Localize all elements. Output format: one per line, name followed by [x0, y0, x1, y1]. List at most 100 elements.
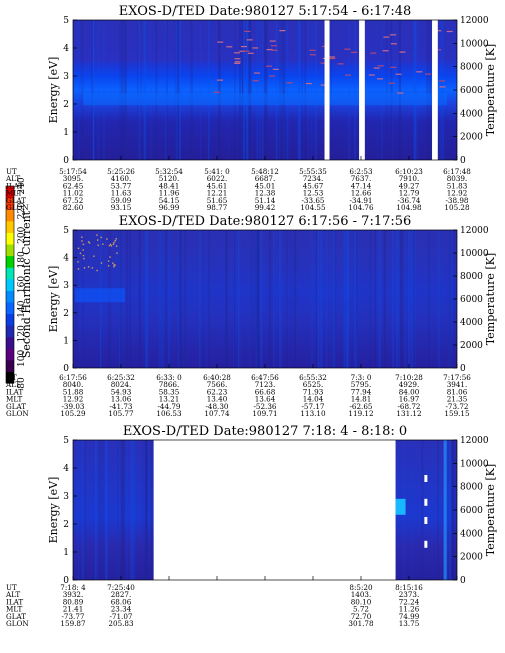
- spectrogram-speck: [252, 80, 259, 82]
- spectrogram-streak: [138, 230, 141, 368]
- spectrogram-speck: [246, 39, 253, 41]
- spectrogram-streak: [102, 20, 106, 160]
- spectrogram-streak: [119, 20, 121, 160]
- spectrogram-speck: [286, 82, 293, 84]
- spectrogram-streak: [75, 440, 77, 580]
- colorbar-tick-label: 120: [17, 325, 27, 342]
- spectrogram-streak: [137, 20, 139, 160]
- panel-title: EXOS-D/TED Date:980127 7:18: 4 - 8:18: 0: [123, 424, 407, 439]
- spectrogram-speck: [240, 45, 247, 48]
- spectrogram-streak: [426, 20, 429, 160]
- y2-tick-label: 0: [460, 364, 466, 374]
- spectrogram-streak: [334, 230, 337, 368]
- y-tick-label: 5: [63, 226, 69, 236]
- spectrogram-streak: [242, 20, 243, 160]
- ephemeris-row-label: UT: [6, 373, 17, 382]
- ephemeris-row-label: GLON: [6, 619, 29, 628]
- spectrogram-speck: [329, 57, 336, 60]
- ephemeris-value: 84.00: [399, 387, 420, 396]
- spectrogram-speck: [383, 36, 390, 38]
- y-tick-label: 2: [63, 520, 69, 530]
- ephemeris-value: 6:55:32: [299, 373, 327, 382]
- ephemeris-value: 5:32:54: [155, 167, 183, 176]
- ephemeris-value: 5:48:12: [251, 167, 279, 176]
- colorbar: 80 100 120 140 160 180 200 220 240 Second Harmoni…: [5, 177, 33, 389]
- colorbar-swatch: [6, 301, 14, 315]
- ephemeris-value: 62.23: [207, 387, 228, 396]
- ephemeris-value: 7:25:40: [107, 583, 135, 592]
- spectrogram-streak: [126, 230, 129, 368]
- spectrogram-streak: [260, 230, 263, 368]
- ephemeris-value: 16.97: [399, 395, 420, 404]
- spectrogram-streak: [120, 440, 124, 580]
- spectrogram-streak: [145, 230, 149, 368]
- panel-title: EXOS-D/TED Date:980127 6:17:56 - 7:17:56: [119, 214, 412, 229]
- spectrogram-streak: [348, 20, 351, 160]
- y2-tick-label: 6000: [460, 506, 483, 516]
- spectrogram-streak: [442, 20, 445, 160]
- spectrogram-streak: [82, 20, 84, 160]
- spectrogram-speck: [110, 245, 113, 247]
- y-axis-label: Energy [eV]: [47, 266, 60, 333]
- spectrogram-speck: [100, 236, 102, 239]
- spectrogram-panel-2: EXOS-D/TED Date:980127 6:17:56 - 7:17:56…: [5, 214, 497, 418]
- ephemeris-value: 8039.: [447, 174, 468, 183]
- spectrogram-streak: [442, 440, 444, 580]
- ephemeris-value: 7866.: [159, 380, 180, 389]
- spectrogram-streak: [239, 20, 242, 160]
- y2-tick-label: 10000: [460, 249, 489, 259]
- spectrogram-speck: [114, 240, 117, 242]
- spectrogram-streak: [149, 20, 152, 160]
- ephemeris-value: 82.60: [63, 203, 84, 212]
- spectrogram-streak: [275, 20, 278, 160]
- ephemeris-value: 8:5:20: [349, 583, 373, 592]
- ephemeris-value: 159.87: [60, 619, 86, 628]
- spectrogram-streak: [355, 230, 358, 368]
- spectrogram-streak: [317, 230, 320, 368]
- ephemeris-value: 8040.: [63, 380, 84, 389]
- ephemeris-value: -68.72: [397, 402, 420, 411]
- spectrogram-streak: [248, 20, 251, 160]
- spectrogram-streak: [105, 440, 108, 580]
- ephemeris-value: 5:25:26: [107, 167, 135, 176]
- spectrogram-speck: [226, 46, 233, 48]
- spectrogram-streak: [160, 230, 163, 368]
- spectrogram-speck: [83, 267, 86, 269]
- ephemeris-value: 14.04: [303, 395, 324, 404]
- spectrogram-streak: [270, 230, 273, 368]
- spectrogram-streak: [437, 440, 439, 580]
- ephemeris-value: 3932.: [63, 590, 84, 599]
- spectrogram-streak: [105, 440, 108, 580]
- spectrogram-streak: [125, 230, 127, 368]
- ephemeris-value: -41.73: [109, 402, 132, 411]
- spectrogram-speck: [424, 73, 431, 75]
- y-tick-label: 3: [63, 72, 69, 82]
- spectrogram-streak: [254, 230, 256, 368]
- y2-tick-label: 12000: [460, 436, 489, 446]
- spectrogram-streak: [414, 20, 416, 160]
- colorbar-swatch: [6, 232, 14, 245]
- spectrogram-band: [75, 288, 125, 303]
- spectrogram-streak: [408, 230, 411, 368]
- spectrogram-streak: [131, 440, 135, 580]
- spectrogram-streak: [85, 440, 87, 580]
- colorbar-tick-label: 240: [17, 177, 27, 194]
- y2-tick-label: 8000: [460, 63, 483, 73]
- spectrogram-streak: [95, 440, 97, 580]
- spectrogram-streak: [392, 230, 394, 368]
- spectrogram-streak: [437, 230, 441, 368]
- spectrogram-speck: [81, 236, 83, 238]
- y-tick-label: 4: [63, 44, 69, 54]
- ephemeris-value: -71.07: [109, 612, 132, 621]
- spectrogram-streak: [374, 230, 376, 368]
- data-gap: [432, 20, 438, 161]
- spectrogram-streak: [428, 230, 430, 368]
- spectrogram-speck: [113, 264, 115, 266]
- spectrogram-speck: [82, 254, 85, 257]
- spectrogram-streak: [331, 20, 332, 160]
- ephemeris-value: 59.09: [111, 196, 132, 205]
- spectrogram-streak: [134, 440, 136, 580]
- spectrogram-speck: [305, 82, 312, 85]
- y2-tick-label: 0: [460, 156, 466, 166]
